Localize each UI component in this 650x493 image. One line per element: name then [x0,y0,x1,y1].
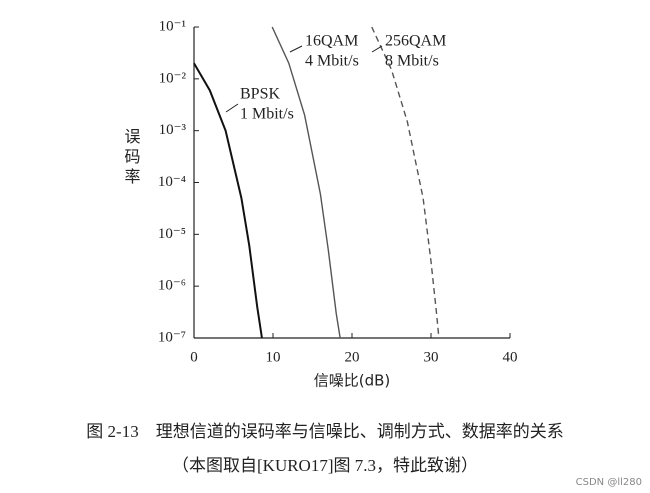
y-tick-label: 10⁻⁴ [158,174,186,190]
subcaption: （本图取自[KURO17]图 7.3，特此致谢） [172,456,478,475]
caption: 图 2-13 理想信道的误码率与信噪比、调制方式、数据率的关系 [86,422,563,441]
x-axis-label: 信噪比(dB) [314,372,391,390]
series-label: 16QAM [305,33,358,50]
line-series [271,26,341,339]
line-series [371,26,440,339]
x-tick-label: 10 [266,349,281,365]
leader-line [289,45,303,53]
x-tick-label: 0 [190,349,198,365]
y-tick-label: 10⁻⁵ [158,226,186,242]
y-tick-label: 10⁻³ [159,122,187,138]
leader-line [225,103,239,113]
y-axis-label: 误码率 [122,128,141,188]
series-label: BPSK [240,86,280,103]
series-rate: 8 Mbit/s [385,53,439,70]
y-tick-label: 10⁻⁷ [158,329,186,345]
leader-line [371,45,383,53]
x-tick-label: 30 [424,349,439,365]
line-series [193,62,263,339]
y-tick-label: 10⁻⁶ [158,278,186,294]
y-tick-label: 10⁻² [159,70,187,86]
series-label: 256QAM [385,33,446,50]
x-tick-label: 40 [503,349,518,365]
watermark: CSDN @ll280 [576,477,642,488]
x-tick-label: 20 [345,349,360,365]
y-tick-label: 10⁻¹ [159,18,186,34]
series-rate: 1 Mbit/s [240,106,294,123]
series-rate: 4 Mbit/s [305,53,359,70]
